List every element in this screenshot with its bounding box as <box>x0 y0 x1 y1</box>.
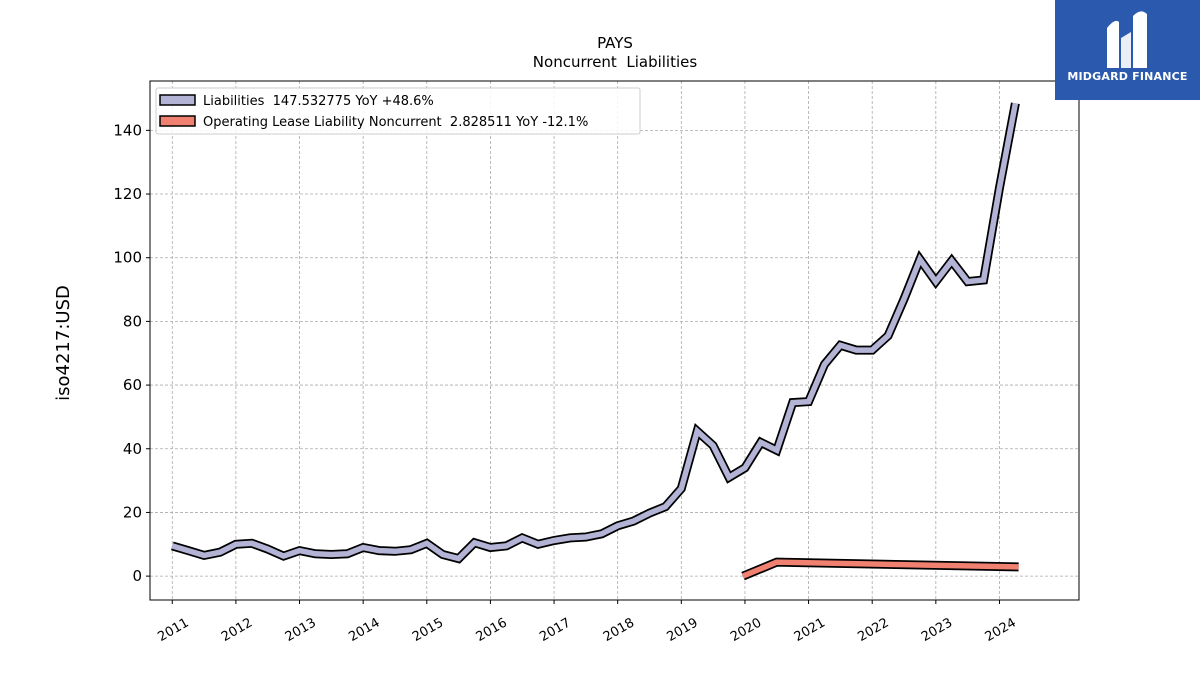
x-tick-label: 2012 <box>219 615 255 645</box>
legend: Liabilities 147.532775 YoY +48.6% Operat… <box>155 87 641 135</box>
y-tick-label: 120 <box>113 185 142 203</box>
x-tick-label: 2018 <box>601 615 637 645</box>
legend-swatch-operating-lease <box>159 115 196 127</box>
x-tick-label: 2017 <box>537 615 573 645</box>
y-tick-label: 60 <box>123 376 142 394</box>
x-tick-label: 2023 <box>919 615 955 645</box>
x-tick-label: 2014 <box>346 615 382 645</box>
y-axis-label: iso4217:USD <box>53 285 74 401</box>
series-line-liabilities <box>171 102 1019 562</box>
x-tick-label: 2015 <box>410 615 446 645</box>
x-tick-label: 2020 <box>728 615 764 645</box>
y-tick-label: 80 <box>123 312 142 330</box>
plot-lines <box>171 102 1020 581</box>
y-tick-label: 20 <box>123 503 142 521</box>
legend-label-operating-lease: Operating Lease Liability Noncurrent 2.8… <box>203 115 588 130</box>
chart-subtitle: Noncurrent Liabilities <box>533 53 698 71</box>
x-tick-label: 2016 <box>474 615 510 645</box>
x-tick-label: 2022 <box>855 615 891 645</box>
chart-title: PAYS <box>597 34 633 52</box>
series-line-operating-lease-liability-noncurrent <box>741 559 1019 579</box>
legend-label-liabilities: Liabilities 147.532775 YoY +48.6% <box>203 94 434 109</box>
plot-frame <box>149 80 1080 601</box>
y-tick-label: 140 <box>113 121 142 139</box>
x-tick-label: 2024 <box>983 615 1019 645</box>
brand-logo: MIDGARD FINANCE <box>1055 0 1200 100</box>
y-tick-label: 0 <box>132 567 142 585</box>
legend-frame <box>155 87 641 135</box>
grid <box>150 81 1079 600</box>
logo-mark-icon <box>1107 11 1147 68</box>
x-tick-label: 2013 <box>283 615 319 645</box>
x-tick-label: 2011 <box>155 615 191 645</box>
legend-swatch-liabilities <box>159 94 196 106</box>
x-tick-label: 2021 <box>792 615 828 645</box>
x-tick-label: 2019 <box>664 615 700 645</box>
y-tick-label: 100 <box>113 249 142 267</box>
logo-text: MIDGARD FINANCE <box>1067 70 1188 83</box>
y-tick-label: 40 <box>123 440 142 458</box>
